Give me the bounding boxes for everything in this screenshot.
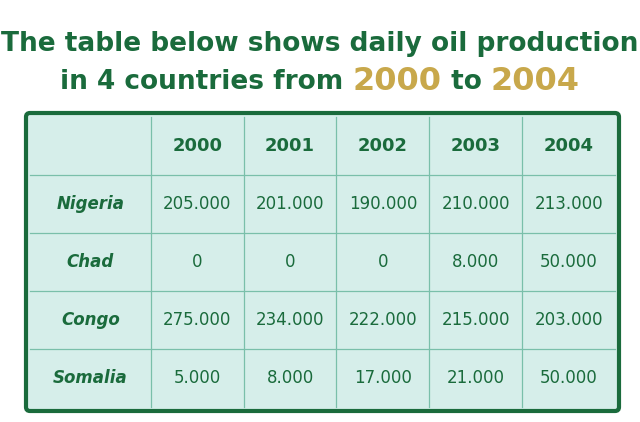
Text: 222.000: 222.000 bbox=[349, 311, 417, 329]
Text: 5.000: 5.000 bbox=[173, 369, 221, 387]
Text: 2004: 2004 bbox=[543, 137, 593, 155]
Text: 203.000: 203.000 bbox=[534, 311, 603, 329]
Text: Chad: Chad bbox=[67, 253, 114, 271]
Text: 0: 0 bbox=[285, 253, 295, 271]
Text: Congo: Congo bbox=[61, 311, 120, 329]
Text: 201.000: 201.000 bbox=[256, 195, 324, 213]
Text: The table below shows daily oil production: The table below shows daily oil producti… bbox=[1, 31, 639, 57]
Text: 190.000: 190.000 bbox=[349, 195, 417, 213]
Text: 210.000: 210.000 bbox=[442, 195, 510, 213]
Text: 2004: 2004 bbox=[491, 67, 580, 97]
Text: 275.000: 275.000 bbox=[163, 311, 231, 329]
Text: 2000: 2000 bbox=[353, 67, 442, 97]
Text: 8.000: 8.000 bbox=[266, 369, 314, 387]
Text: 21.000: 21.000 bbox=[447, 369, 505, 387]
Text: Nigeria: Nigeria bbox=[56, 195, 124, 213]
Text: in 4 countries from: in 4 countries from bbox=[60, 69, 353, 95]
Text: to: to bbox=[442, 69, 491, 95]
Text: 215.000: 215.000 bbox=[442, 311, 510, 329]
FancyBboxPatch shape bbox=[26, 113, 619, 411]
Text: 2003: 2003 bbox=[451, 137, 500, 155]
Text: 234.000: 234.000 bbox=[256, 311, 324, 329]
Text: 2002: 2002 bbox=[358, 137, 408, 155]
Text: 2000: 2000 bbox=[172, 137, 222, 155]
Text: 0: 0 bbox=[192, 253, 202, 271]
Text: 50.000: 50.000 bbox=[540, 369, 598, 387]
Text: 50.000: 50.000 bbox=[540, 253, 598, 271]
Text: 2001: 2001 bbox=[265, 137, 315, 155]
Text: 205.000: 205.000 bbox=[163, 195, 231, 213]
Text: 0: 0 bbox=[378, 253, 388, 271]
Text: 8.000: 8.000 bbox=[452, 253, 499, 271]
Text: 213.000: 213.000 bbox=[534, 195, 603, 213]
Text: 17.000: 17.000 bbox=[354, 369, 412, 387]
Text: Somalia: Somalia bbox=[53, 369, 128, 387]
